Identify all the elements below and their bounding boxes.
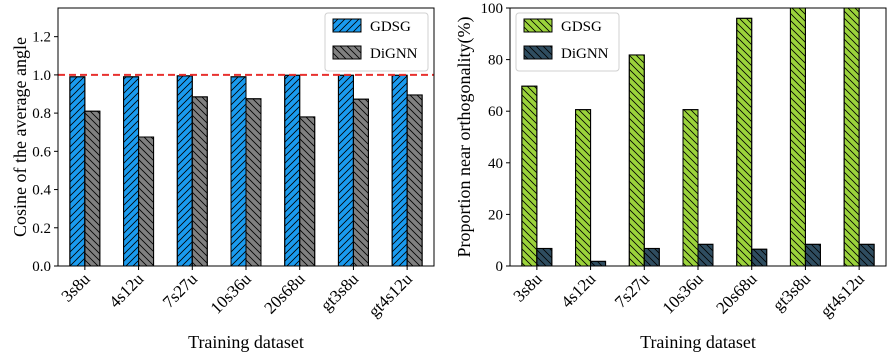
bar-hatch-dignn-4s12u — [138, 136, 155, 266]
plot-area — [521, 8, 875, 266]
x-tick-label: gt4s12u — [364, 269, 416, 321]
y-tick-label: 100 — [481, 1, 504, 17]
legend-label-dignn: DiGNN — [370, 46, 418, 62]
y-axis-ticks: 0 20 40 60 80 100 — [481, 1, 510, 275]
bar-hatch-dignn-4s12u — [590, 260, 607, 266]
x-axis-ticks: 3s8u 4s12u 7s27u 10s36u 20s68u gt3s8u gt4s12u — [510, 266, 868, 321]
x-axis-label: Training dataset — [188, 332, 304, 352]
bar-hatch-dignn-10s36u — [697, 243, 714, 266]
bar-hatch-gdsg-4s12u — [575, 109, 592, 266]
y-tick-label: 0.2 — [32, 221, 51, 237]
y-tick-label: 0.0 — [32, 259, 51, 275]
x-tick-label: 3s8u — [510, 269, 546, 305]
legend-swatch-dignn-hatch — [332, 45, 362, 60]
x-tick-label: gt3s8u — [317, 269, 363, 315]
y-axis-ticks: 0.0 0.2 0.4 0.6 0.8 1.0 1.2 — [32, 30, 58, 275]
y-tick-label: 1.2 — [32, 30, 51, 46]
plot-area — [69, 74, 423, 266]
bar-hatch-gdsg-20s68u — [736, 17, 753, 266]
y-tick-label: 0.8 — [32, 106, 51, 122]
bar-hatch-gdsg-10s36u — [682, 109, 699, 266]
x-axis-ticks: 3s8u 4s12u 7s27u 10s36u 20s68u gt3s8u gt4s12u — [58, 266, 416, 321]
bar-hatch-dignn-3s8u — [536, 247, 553, 266]
y-tick-label: 80 — [488, 53, 503, 69]
bar-hatch-dignn-20s68u — [751, 248, 768, 266]
bar-hatch-dignn-gt3s8u — [804, 243, 821, 266]
y-tick-label: 0.6 — [32, 144, 51, 160]
bar-hatch-dignn-3s8u — [84, 110, 101, 266]
y-axis-label: Proportion near orthogonality(%) — [454, 17, 475, 258]
y-tick-label: 20 — [488, 207, 503, 223]
bar-hatch-gdsg-gt3s8u — [789, 8, 806, 266]
bar-hatch-gdsg-gt4s12u — [391, 74, 408, 266]
x-tick-label: gt4s12u — [816, 269, 868, 321]
legend-swatch-dignn-hatch — [523, 45, 553, 60]
x-tick-label: 10s36u — [207, 269, 256, 318]
bar-hatch-dignn-gt3s8u — [352, 98, 369, 266]
bar-hatch-dignn-20s68u — [299, 116, 316, 266]
y-tick-label: 40 — [488, 156, 503, 172]
y-tick-label: 0 — [496, 259, 504, 275]
x-tick-label: 20s68u — [712, 269, 761, 318]
legend-swatch-gdsg-hatch — [523, 18, 553, 33]
bar-hatch-dignn-gt4s12u — [858, 243, 875, 266]
bar-hatch-gdsg-10s36u — [230, 76, 247, 266]
bar-hatch-gdsg-7s27u — [628, 54, 645, 266]
x-tick-label: 20s68u — [260, 269, 309, 318]
y-tick-label: 60 — [488, 104, 503, 120]
bar-hatch-gdsg-3s8u — [69, 76, 86, 266]
x-tick-label: 4s12u — [105, 269, 148, 312]
x-tick-label: 10s36u — [659, 269, 708, 318]
bar-hatch-dignn-10s36u — [245, 98, 262, 266]
bar-hatch-dignn-7s27u — [191, 96, 208, 266]
legend: GDSG DiGNN — [324, 12, 429, 72]
bar-hatch-gdsg-gt4s12u — [843, 8, 860, 266]
legend-label-dignn: DiGNN — [561, 46, 609, 62]
legend-swatch-gdsg-hatch — [332, 18, 362, 33]
bar-hatch-gdsg-20s68u — [284, 74, 301, 266]
y-axis-label: Cosine of the average angle — [10, 37, 30, 237]
y-tick-label: 0.4 — [32, 183, 51, 199]
legend-label-gdsg: GDSG — [370, 19, 411, 35]
cosine-angle-chart: 0.0 0.2 0.4 0.6 0.8 1.0 1.2 3s8u 4s12u 7s27u 10s3… — [10, 7, 435, 352]
bar-hatch-dignn-gt4s12u — [406, 94, 423, 266]
bar-hatch-gdsg-gt3s8u — [337, 74, 354, 266]
legend-label-gdsg: GDSG — [561, 19, 602, 35]
x-tick-label: gt3s8u — [769, 269, 815, 315]
x-axis-label: Training dataset — [640, 332, 756, 352]
y-tick-label: 1.0 — [32, 68, 51, 84]
x-tick-label: 7s27u — [159, 269, 202, 312]
bar-hatch-gdsg-7s27u — [176, 75, 193, 266]
legend: GDSG DiGNN — [515, 12, 620, 72]
bar-hatch-dignn-7s27u — [643, 247, 660, 266]
bar-hatch-gdsg-3s8u — [521, 85, 538, 266]
bar-hatch-gdsg-4s12u — [123, 76, 140, 266]
x-tick-label: 4s12u — [557, 269, 600, 312]
x-tick-label: 7s27u — [611, 269, 654, 312]
x-tick-label: 3s8u — [58, 269, 94, 305]
